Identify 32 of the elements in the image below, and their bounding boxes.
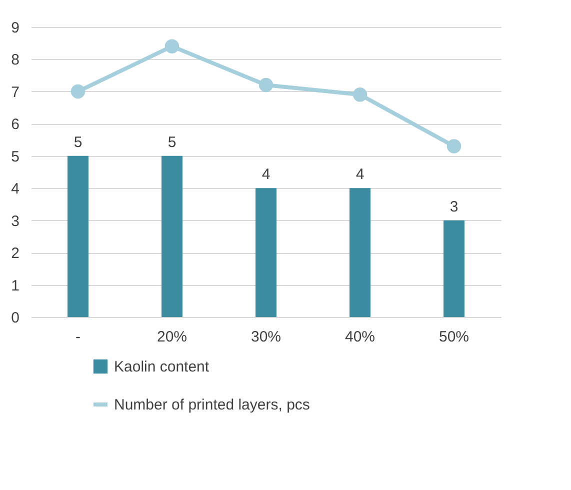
y-tick-label: 6 [11,116,20,134]
data-label: 3 [450,198,458,216]
bar [444,220,464,317]
legend-label: Number of printed layers, pcs [114,396,310,414]
bar [68,156,88,317]
point [164,39,180,54]
x-tick-label: 20% [156,328,188,346]
bar [256,188,276,317]
x-tick-label: 30% [250,328,282,346]
data-label: 4 [356,166,364,184]
point [352,88,368,102]
bar [350,188,370,317]
point [70,84,86,99]
y-tick-label: 5 [11,148,20,166]
legend-label: Kaolin content [114,358,210,376]
point [258,78,274,92]
y-tick-label: 0 [11,310,20,326]
y-tick-label: 3 [11,212,20,230]
y-tick-label: 2 [11,245,20,262]
y-tick-label: 8 [11,52,20,69]
y-tick-label: 7 [11,84,20,101]
x-tick-label: 40% [344,328,376,346]
point [446,139,462,154]
y-tick-label: 4 [11,180,20,198]
data-label: 4 [262,166,270,184]
data-label: 5 [168,134,176,151]
x-tick-label: 50% [438,328,470,346]
x-tick-label: - [76,328,80,346]
y-tick-label: 9 [11,20,20,36]
data-label: 5 [74,134,82,151]
y-tick-label: 1 [11,277,20,294]
bar [162,156,182,317]
